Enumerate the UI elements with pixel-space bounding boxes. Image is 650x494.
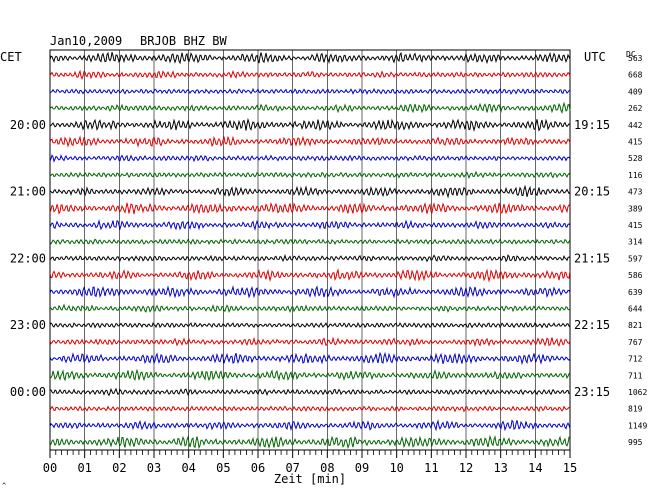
trace-line <box>49 351 571 366</box>
trace-line <box>49 135 571 148</box>
x-axis: 00 01 02 03 04 05 06 07 08 09 10 11 12 13 14 15 <box>43 450 577 475</box>
trace-line <box>49 101 571 115</box>
trace-line <box>49 368 571 382</box>
right-hour-labels: 19:15 20:15 21:15 22:15 23:15 <box>574 118 610 399</box>
trace-line <box>49 238 571 246</box>
trace-line <box>49 405 571 413</box>
dc-value: 528 <box>628 154 643 163</box>
right-hour-label: 23:15 <box>574 385 610 399</box>
trace-line <box>49 419 571 432</box>
right-timezone-label: UTC <box>584 50 606 64</box>
x-tick-label: 11 <box>424 461 438 475</box>
dc-value: 262 <box>628 104 643 113</box>
x-tick-label: 04 <box>181 461 195 475</box>
dc-value: 639 <box>628 288 643 297</box>
dc-value: 415 <box>628 138 643 147</box>
trace-line <box>49 285 571 299</box>
dc-value: 409 <box>628 87 643 96</box>
trace-line <box>49 69 571 81</box>
trace-line <box>49 170 571 180</box>
trace-group <box>49 51 571 450</box>
trace-line <box>49 303 571 313</box>
dc-value: 712 <box>628 355 643 364</box>
right-hour-label: 22:15 <box>574 318 610 332</box>
left-hour-labels: 20:00 21:00 22:00 23:00 00:00 <box>10 118 46 399</box>
dc-value: 995 <box>628 438 643 447</box>
left-hour-label: 21:00 <box>10 185 46 199</box>
x-tick-label: 01 <box>77 461 91 475</box>
x-tick-label: 12 <box>459 461 473 475</box>
x-tick-label: 15 <box>563 461 577 475</box>
dc-value: 116 <box>628 171 643 180</box>
dc-value: 1149 <box>628 421 647 430</box>
x-tick-label: 03 <box>147 461 161 475</box>
dc-value: 442 <box>628 121 643 130</box>
x-tick-label: 00 <box>43 461 57 475</box>
trace-line <box>49 321 571 329</box>
chart-station: BRJOB BHZ BW <box>140 34 227 48</box>
trace-line <box>49 336 571 348</box>
trace-line <box>49 117 571 132</box>
x-tick-label: 10 <box>389 461 403 475</box>
chart-date: Jan10,2009 <box>50 34 122 48</box>
x-tick-label: 09 <box>355 461 369 475</box>
left-hour-label: 22:00 <box>10 251 46 265</box>
dc-value: 415 <box>628 221 643 230</box>
trace-line <box>49 87 571 95</box>
trace-line <box>49 387 571 397</box>
trace-line <box>49 268 571 283</box>
left-hour-label: 00:00 <box>10 385 46 399</box>
x-tick-label: 13 <box>493 461 507 475</box>
dc-values: 563 668 409 262 442 415 528 116 473 389 415 314 597 5… <box>628 54 647 447</box>
dc-value: 711 <box>628 371 643 380</box>
right-hour-label: 21:15 <box>574 251 610 265</box>
right-hour-label: 19:15 <box>574 118 610 132</box>
dc-value: 819 <box>628 405 643 414</box>
x-tick-label: 05 <box>216 461 230 475</box>
left-timezone-label: CET <box>0 50 22 64</box>
dc-value: 586 <box>628 271 643 280</box>
dc-value: 597 <box>628 254 643 263</box>
trace-line <box>49 51 571 65</box>
x-tick-label: 14 <box>528 461 542 475</box>
trace-line <box>49 154 571 163</box>
x-tick-label: 08 <box>320 461 334 475</box>
trace-line <box>49 184 571 199</box>
corner-mark: ^ <box>2 482 6 490</box>
left-hour-label: 23:00 <box>10 318 46 332</box>
dc-value: 563 <box>628 54 643 63</box>
trace-line <box>49 219 571 231</box>
x-tick-label: 02 <box>112 461 126 475</box>
dc-column-label: DC <box>626 50 636 59</box>
dc-value: 1062 <box>628 388 647 397</box>
dc-value: 314 <box>628 238 643 247</box>
trace-line <box>49 202 571 215</box>
dc-value: 767 <box>628 338 643 347</box>
trace-line <box>49 254 571 263</box>
x-axis-label: Zeit [min] <box>274 472 346 486</box>
x-tick-label: 06 <box>251 461 265 475</box>
dc-value: 389 <box>628 204 643 213</box>
right-hour-label: 20:15 <box>574 185 610 199</box>
x-tick-label: 07 <box>285 461 299 475</box>
dc-value: 821 <box>628 321 643 330</box>
dc-value: 473 <box>628 188 643 197</box>
dc-value: 668 <box>628 71 643 80</box>
dc-value: 644 <box>628 305 643 314</box>
trace-line <box>49 434 571 450</box>
left-hour-label: 20:00 <box>10 118 46 132</box>
plot-grid <box>49 49 571 451</box>
